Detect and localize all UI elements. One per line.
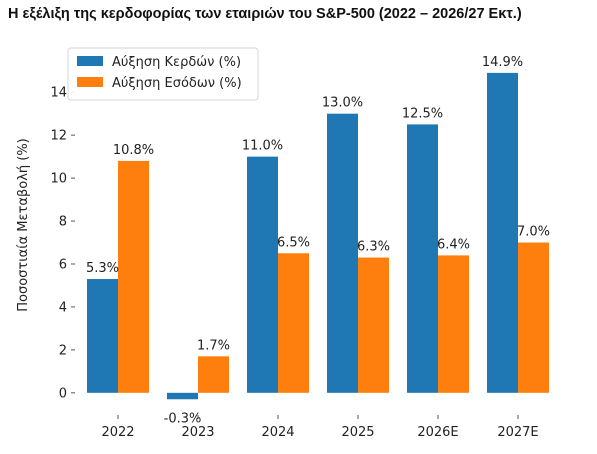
bar-2027e-series-1 <box>487 72 518 393</box>
value-label-2026e-series-2: 6.4% <box>437 237 470 252</box>
bars <box>87 72 549 400</box>
value-label-2027e-series-2: 7.0% <box>517 225 550 240</box>
bar-2026e-series-1 <box>407 124 438 393</box>
y-tick-label-14: 14 <box>50 86 67 101</box>
x-tick-label-2023: 2023 <box>181 425 214 440</box>
legend-box <box>67 47 259 101</box>
value-label-2024-series-2: 6.5% <box>277 235 310 250</box>
bar-2022-series-2 <box>118 160 149 393</box>
value-labels: 5.3% 10.8% -0.3% 1.7% 11.0% 6.5% 13.0% 6.3% 12.5… <box>86 55 550 426</box>
y-axis-title-group: Ποσοστιαία Μεταβολή (%) <box>16 138 31 312</box>
value-label-2023-series-2: 1.7% <box>197 338 230 353</box>
x-tick-label-2022: 2022 <box>101 425 134 440</box>
y-tick-label-8: 8 <box>59 215 67 230</box>
bar-2026e-series-2 <box>438 255 469 393</box>
bar-2024-series-1 <box>247 156 278 393</box>
bar-2022-series-1 <box>87 279 118 393</box>
value-label-2025-series-1: 13.0% <box>322 96 363 111</box>
legend-swatch-series-2 <box>77 77 103 87</box>
bar-2024-series-2 <box>278 253 309 393</box>
bar-2023-series-2 <box>198 356 229 393</box>
legend-label-series-2: Αύξηση Εσόδων (%) <box>112 76 242 91</box>
bar-2023-series-1 <box>167 392 198 400</box>
value-label-2022-series-1: 5.3% <box>86 261 119 276</box>
bar-2025-series-1 <box>327 113 358 393</box>
x-tick-label-2026e: 2026E <box>417 425 458 440</box>
bar-2027e-series-2 <box>518 242 549 393</box>
value-label-2024-series-1: 11.0% <box>242 139 283 154</box>
value-label-2022-series-2: 10.8% <box>113 143 154 158</box>
y-axis-ticks: 0 2 4 6 8 10 12 14 <box>50 86 75 401</box>
page-title: Η εξέλιξη της κερδοφορίας των εταιριών τ… <box>8 6 522 22</box>
y-tick-label-10: 10 <box>50 172 67 187</box>
y-tick-label-2: 2 <box>59 343 67 358</box>
y-tick-label-12: 12 <box>50 129 67 144</box>
value-label-2023-series-1: -0.3% <box>164 411 202 426</box>
value-label-2027e-series-1: 14.9% <box>482 55 523 70</box>
bar-2025-series-2 <box>358 257 389 393</box>
y-tick-label-6: 6 <box>59 257 67 272</box>
legend-label-series-1: Αύξηση Κερδών (%) <box>112 55 241 70</box>
y-axis-title: Ποσοστιαία Μεταβολή (%) <box>16 138 31 312</box>
y-tick-label-0: 0 <box>59 386 67 401</box>
x-tick-label-2027e: 2027E <box>497 425 538 440</box>
value-label-2026e-series-1: 12.5% <box>402 106 443 121</box>
value-label-2025-series-2: 6.3% <box>357 240 390 255</box>
x-tick-label-2025: 2025 <box>341 425 374 440</box>
x-tick-label-2024: 2024 <box>261 425 294 440</box>
legend-swatch-series-1 <box>77 56 103 66</box>
y-tick-label-4: 4 <box>59 300 67 315</box>
x-axis-ticks: 2022 2023 2024 2025 2026E 2027E <box>101 415 539 440</box>
legend: Αύξηση Κερδών (%) Αύξηση Εσόδων (%) <box>67 47 259 101</box>
